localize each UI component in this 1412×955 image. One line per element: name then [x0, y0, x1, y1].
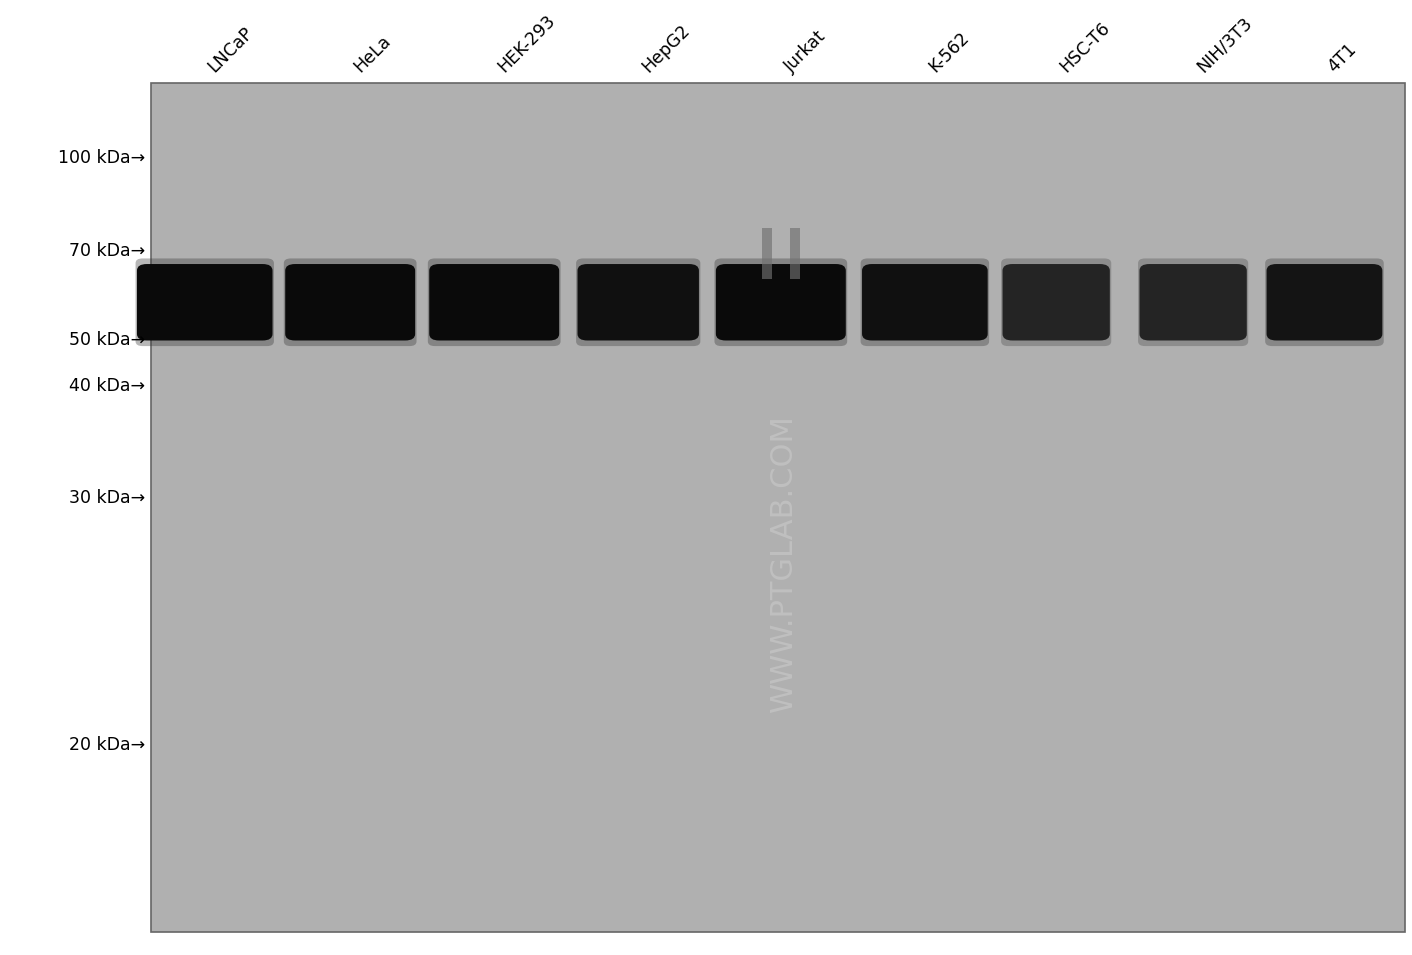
- Text: HepG2: HepG2: [638, 21, 693, 75]
- FancyBboxPatch shape: [861, 259, 988, 346]
- Bar: [791, 227, 801, 279]
- Text: K-562: K-562: [925, 29, 973, 75]
- Text: HSC-T6: HSC-T6: [1056, 18, 1114, 75]
- Bar: [151, 83, 1405, 932]
- FancyBboxPatch shape: [284, 259, 417, 346]
- FancyBboxPatch shape: [578, 264, 699, 341]
- Text: 50 kDa→: 50 kDa→: [69, 330, 145, 349]
- Bar: [762, 227, 772, 279]
- FancyBboxPatch shape: [1138, 259, 1248, 346]
- Text: 40 kDa→: 40 kDa→: [69, 377, 145, 395]
- FancyBboxPatch shape: [576, 259, 700, 346]
- FancyBboxPatch shape: [137, 264, 273, 341]
- Text: NIH/3T3: NIH/3T3: [1193, 13, 1255, 75]
- FancyBboxPatch shape: [716, 264, 846, 341]
- Text: WWW.PTGLAB.COM: WWW.PTGLAB.COM: [770, 414, 798, 712]
- FancyBboxPatch shape: [285, 264, 415, 341]
- FancyBboxPatch shape: [1265, 259, 1384, 346]
- FancyBboxPatch shape: [429, 264, 559, 341]
- FancyBboxPatch shape: [136, 259, 274, 346]
- FancyBboxPatch shape: [428, 259, 561, 346]
- Text: 70 kDa→: 70 kDa→: [69, 242, 145, 260]
- Text: Jurkat: Jurkat: [781, 27, 829, 75]
- Text: 30 kDa→: 30 kDa→: [69, 489, 145, 507]
- FancyBboxPatch shape: [714, 259, 847, 346]
- FancyBboxPatch shape: [1267, 264, 1382, 341]
- Text: 4T1: 4T1: [1324, 40, 1360, 75]
- Text: 100 kDa→: 100 kDa→: [58, 149, 145, 167]
- Text: 20 kDa→: 20 kDa→: [69, 736, 145, 754]
- Text: LNCaP: LNCaP: [205, 23, 257, 75]
- FancyBboxPatch shape: [1001, 259, 1111, 346]
- FancyBboxPatch shape: [861, 264, 988, 341]
- FancyBboxPatch shape: [1003, 264, 1110, 341]
- Text: HeLa: HeLa: [350, 32, 394, 75]
- Text: HEK-293: HEK-293: [494, 11, 559, 75]
- FancyBboxPatch shape: [1139, 264, 1247, 341]
